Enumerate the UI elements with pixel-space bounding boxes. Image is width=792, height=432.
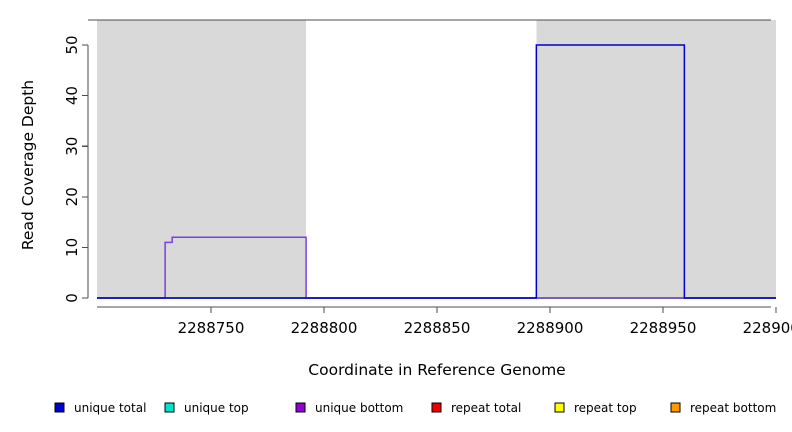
legend-swatch-repeat-bottom (670, 402, 681, 413)
legend-label-unique-top: unique top (184, 401, 249, 415)
legend-swatch-unique-bottom (295, 402, 306, 413)
x-tick-label-2288750: 2288750 (178, 319, 245, 337)
legend-item-unique-top[interactable]: unique top (164, 401, 249, 415)
y-axis: 50 40 30 20 10 0 Read Coverage Depth (19, 35, 89, 303)
x-axis-title: Coordinate in Reference Genome (308, 361, 565, 379)
legend-label-repeat-bottom: repeat bottom (690, 401, 776, 415)
x-tick-label-2288800: 2288800 (291, 319, 358, 337)
shaded-region-right (536, 20, 776, 299)
legend-item-unique-total[interactable]: unique total (54, 401, 146, 415)
legend-label-repeat-total: repeat total (451, 401, 521, 415)
shaded-regions-group (97, 20, 776, 299)
y-tick-label-30: 30 (63, 137, 81, 156)
y-tick-label-40: 40 (63, 86, 81, 105)
legend-swatch-unique-top (164, 402, 175, 413)
y-tick-label-50: 50 (63, 35, 81, 54)
legend-item-repeat-top[interactable]: repeat top (554, 401, 637, 415)
series-group (97, 44, 776, 299)
chart-legend: unique total unique top unique bottom re… (54, 401, 776, 415)
legend-label-unique-total: unique total (74, 401, 146, 415)
series-unique-bottom (97, 236, 776, 299)
x-tick-label-2288900: 2288900 (517, 319, 584, 337)
legend-swatch-repeat-top (554, 402, 565, 413)
legend-label-repeat-top: repeat top (574, 401, 637, 415)
y-axis-title: Read Coverage Depth (19, 80, 37, 250)
legend-item-repeat-total[interactable]: repeat total (431, 401, 521, 415)
x-tick-label-2289000: 2289000 (743, 319, 792, 337)
x-tick-label-2288950: 2288950 (630, 319, 697, 337)
legend-item-repeat-bottom[interactable]: repeat bottom (670, 401, 776, 415)
series-unique-total (97, 44, 776, 299)
legend-swatch-unique-total (54, 402, 65, 413)
legend-item-unique-bottom[interactable]: unique bottom (295, 401, 403, 415)
y-tick-label-0: 0 (63, 293, 81, 303)
shaded-region-left (97, 20, 307, 299)
x-axis: 2288750 2288800 2288850 2288900 2288950 … (97, 306, 792, 379)
legend-label-unique-bottom: unique bottom (315, 401, 403, 415)
x-tick-label-2288850: 2288850 (404, 319, 471, 337)
y-tick-label-20: 20 (63, 187, 81, 206)
y-tick-label-10: 10 (63, 238, 81, 257)
legend-swatch-repeat-total (431, 402, 442, 413)
